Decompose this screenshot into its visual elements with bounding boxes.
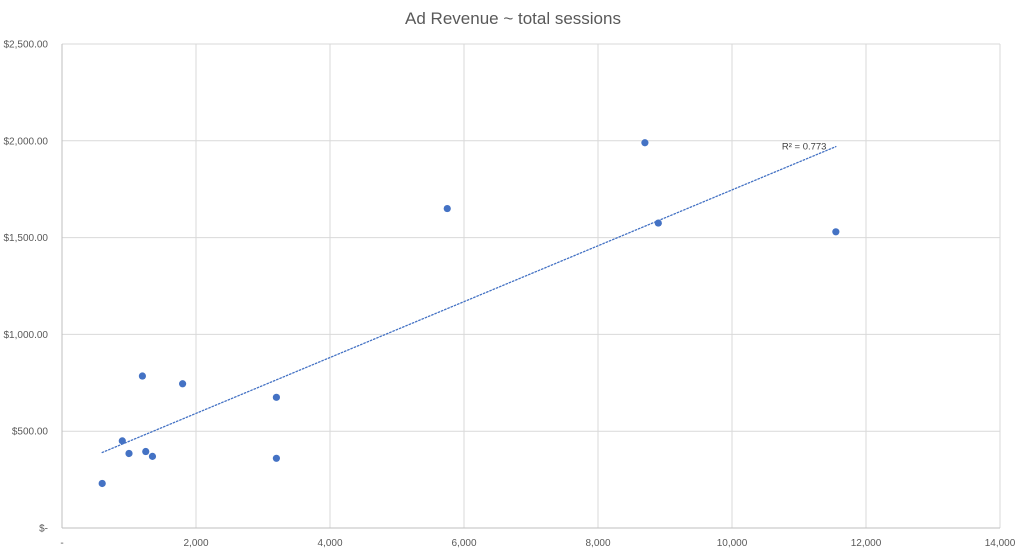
data-point [641, 139, 649, 147]
data-point [98, 479, 106, 488]
gridlines [62, 43, 1001, 528]
trendline-group: R² = 0.773 [101, 142, 837, 454]
y-tick-label: $500.00 [12, 427, 49, 438]
y-tick-label: $- [39, 524, 48, 535]
r-squared-label: R² = 0.773 [782, 142, 827, 153]
x-tick-label: 14,000 [985, 538, 1016, 549]
data-point [443, 204, 451, 213]
data-point [142, 447, 150, 456]
x-tick-label: 12,000 [851, 538, 882, 549]
data-point [118, 437, 126, 445]
trendline [101, 145, 837, 454]
x-tick-label: 6,000 [451, 538, 476, 549]
x-tick-label: 4,000 [317, 538, 342, 549]
data-points [98, 139, 840, 488]
data-point [832, 228, 840, 236]
data-point [138, 372, 146, 380]
axes: $- $500.00 $1,000.00 $1,500.00 $2,000.00 $2,5… [4, 40, 1016, 550]
y-tick-label: $1,500.00 [4, 233, 49, 244]
x-tick-label: 8,000 [585, 538, 610, 549]
chart-title: Ad Revenue ~ total sessions [405, 9, 621, 28]
x-tick-label: - [60, 538, 63, 549]
data-point [125, 449, 133, 458]
data-point [654, 219, 662, 227]
x-tick-label: 10,000 [717, 538, 748, 549]
data-point [148, 452, 157, 460]
y-tick-label: $2,500.00 [4, 40, 49, 51]
data-point [272, 393, 280, 401]
y-tick-label: $2,000.00 [4, 136, 49, 147]
x-tick-label: 2,000 [183, 538, 208, 549]
data-point [272, 454, 280, 462]
data-point [179, 380, 187, 388]
y-tick-label: $1,000.00 [4, 330, 49, 341]
